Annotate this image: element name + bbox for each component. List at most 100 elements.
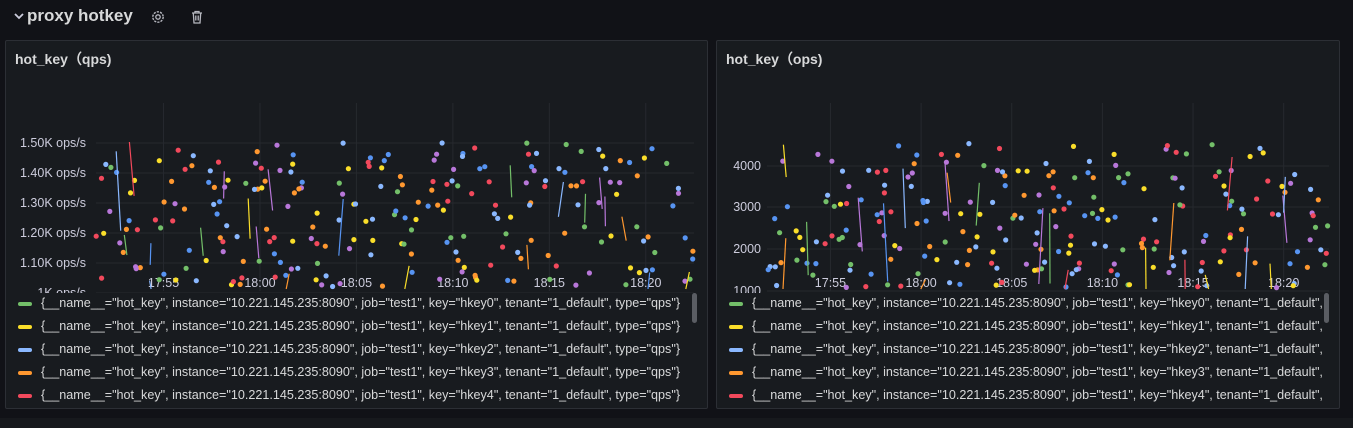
data-point bbox=[1150, 264, 1156, 270]
data-point bbox=[215, 159, 222, 165]
data-point bbox=[459, 269, 465, 275]
legend-scrollbar[interactable] bbox=[1324, 293, 1329, 323]
data-point bbox=[1318, 247, 1324, 253]
series-line-segment bbox=[285, 273, 290, 290]
panel-title[interactable]: hot_key（qps) bbox=[15, 51, 112, 67]
legend-item[interactable]: {__name__="hot_key", instance="10.221.14… bbox=[725, 293, 1325, 316]
data-point bbox=[1252, 260, 1258, 266]
x-tick-label: 18:05 bbox=[996, 276, 1027, 290]
data-point bbox=[254, 149, 260, 155]
chevron-down-icon[interactable] bbox=[12, 9, 26, 23]
panel-hot-key-qps: hot_key（qps) 1K ops/s 1.10K ops/s 1.20K op… bbox=[5, 40, 708, 409]
data-point bbox=[1238, 226, 1245, 232]
legend-item[interactable]: {__name__="hot_key", instance="10.221.14… bbox=[725, 339, 1325, 362]
legend-item[interactable]: {__name__="hot_key", instance="10.221.14… bbox=[14, 385, 693, 408]
series-line-segment bbox=[584, 193, 587, 223]
trash-icon[interactable] bbox=[189, 9, 205, 25]
chart-hot-key-ops[interactable]: 1000 2000 3000 4000 17:55 18:00 18:05 18:10 18:1… bbox=[717, 81, 1340, 293]
data-point bbox=[955, 152, 961, 158]
row-title[interactable]: proxy hotkey bbox=[27, 6, 133, 25]
data-point bbox=[1154, 239, 1160, 245]
data-point bbox=[997, 225, 1003, 231]
data-point bbox=[966, 247, 972, 253]
data-point bbox=[352, 201, 359, 207]
series-line-segment bbox=[115, 151, 122, 231]
data-point bbox=[1139, 245, 1145, 251]
data-point bbox=[888, 209, 894, 215]
data-point bbox=[643, 267, 649, 273]
data-point bbox=[368, 252, 374, 258]
legend-item[interactable]: {__name__="hot_key", instance="10.221.14… bbox=[14, 362, 693, 385]
data-point bbox=[1091, 194, 1097, 200]
data-point bbox=[1072, 175, 1078, 181]
legend-item[interactable]: {__name__="hot_key", instance="10.221.14… bbox=[14, 339, 693, 362]
data-point bbox=[1265, 178, 1271, 184]
data-point bbox=[366, 163, 372, 169]
gear-icon[interactable] bbox=[150, 9, 166, 25]
legend-item[interactable]: {__name__="hot_key", instance="10.221.14… bbox=[14, 293, 693, 316]
legend-item[interactable]: {__name__="hot_key", instance="10.221.14… bbox=[725, 385, 1325, 408]
data-point bbox=[211, 184, 217, 190]
data-point bbox=[525, 151, 532, 157]
data-point bbox=[1307, 237, 1313, 243]
data-point bbox=[1018, 215, 1024, 221]
data-point bbox=[1114, 272, 1120, 278]
legend-swatch bbox=[729, 348, 743, 352]
data-point bbox=[1221, 248, 1227, 254]
data-point bbox=[1294, 249, 1301, 255]
data-point bbox=[966, 141, 972, 147]
series-line-segment bbox=[857, 197, 863, 252]
legend-scrollbar[interactable] bbox=[692, 293, 697, 323]
data-point bbox=[965, 262, 971, 268]
data-point bbox=[518, 255, 524, 261]
x-tick-label: 18:00 bbox=[244, 276, 275, 290]
data-point bbox=[547, 276, 553, 282]
data-point bbox=[313, 277, 319, 283]
data-point bbox=[1221, 183, 1227, 189]
y-tick-label: 2000 bbox=[733, 242, 761, 256]
data-point bbox=[1152, 217, 1158, 223]
legend-item[interactable]: {__name__="hot_key", instance="10.221.14… bbox=[725, 316, 1325, 339]
data-point bbox=[1203, 232, 1209, 239]
data-point bbox=[1177, 202, 1183, 208]
data-point bbox=[993, 282, 999, 288]
series-line-segment bbox=[128, 141, 135, 196]
data-point bbox=[267, 239, 273, 245]
data-point bbox=[967, 199, 973, 205]
data-point bbox=[866, 167, 872, 173]
data-point bbox=[905, 174, 911, 180]
series-line-segment bbox=[1269, 263, 1272, 290]
series-line-segment bbox=[946, 172, 952, 203]
data-point bbox=[402, 215, 408, 221]
panel-title[interactable]: hot_key（ops) bbox=[726, 51, 823, 67]
x-tick-label: 18:10 bbox=[1087, 276, 1118, 290]
data-point bbox=[846, 183, 852, 190]
data-point bbox=[1273, 285, 1280, 291]
data-point bbox=[914, 220, 920, 227]
data-point bbox=[934, 257, 940, 263]
data-point bbox=[1171, 263, 1177, 269]
data-point bbox=[778, 260, 784, 266]
data-point bbox=[1179, 185, 1185, 191]
data-point bbox=[158, 225, 164, 231]
series-line-segment bbox=[882, 203, 889, 282]
x-tick-label: 18:15 bbox=[534, 276, 565, 290]
data-point bbox=[1090, 175, 1096, 181]
data-point bbox=[839, 168, 846, 174]
data-point bbox=[774, 282, 780, 289]
legend-item[interactable]: {__name__="hot_key", instance="10.221.14… bbox=[725, 362, 1325, 385]
x-tick-label: 17:55 bbox=[148, 276, 179, 290]
legend-item[interactable]: {__name__="hot_key", instance="10.221.14… bbox=[14, 316, 693, 339]
data-point bbox=[794, 257, 800, 263]
data-point bbox=[277, 259, 283, 265]
legend-swatch bbox=[729, 371, 743, 375]
legend-swatch bbox=[18, 371, 32, 375]
data-point bbox=[883, 167, 889, 173]
data-point bbox=[977, 211, 983, 217]
data-point bbox=[439, 140, 445, 146]
chart-hot-key-qps[interactable]: 1K ops/s 1.10K ops/s 1.20K ops/s 1.30K ops/… bbox=[6, 81, 708, 293]
data-point bbox=[288, 266, 294, 272]
data-point bbox=[220, 249, 226, 255]
data-point bbox=[529, 164, 535, 170]
data-point bbox=[1138, 240, 1145, 247]
